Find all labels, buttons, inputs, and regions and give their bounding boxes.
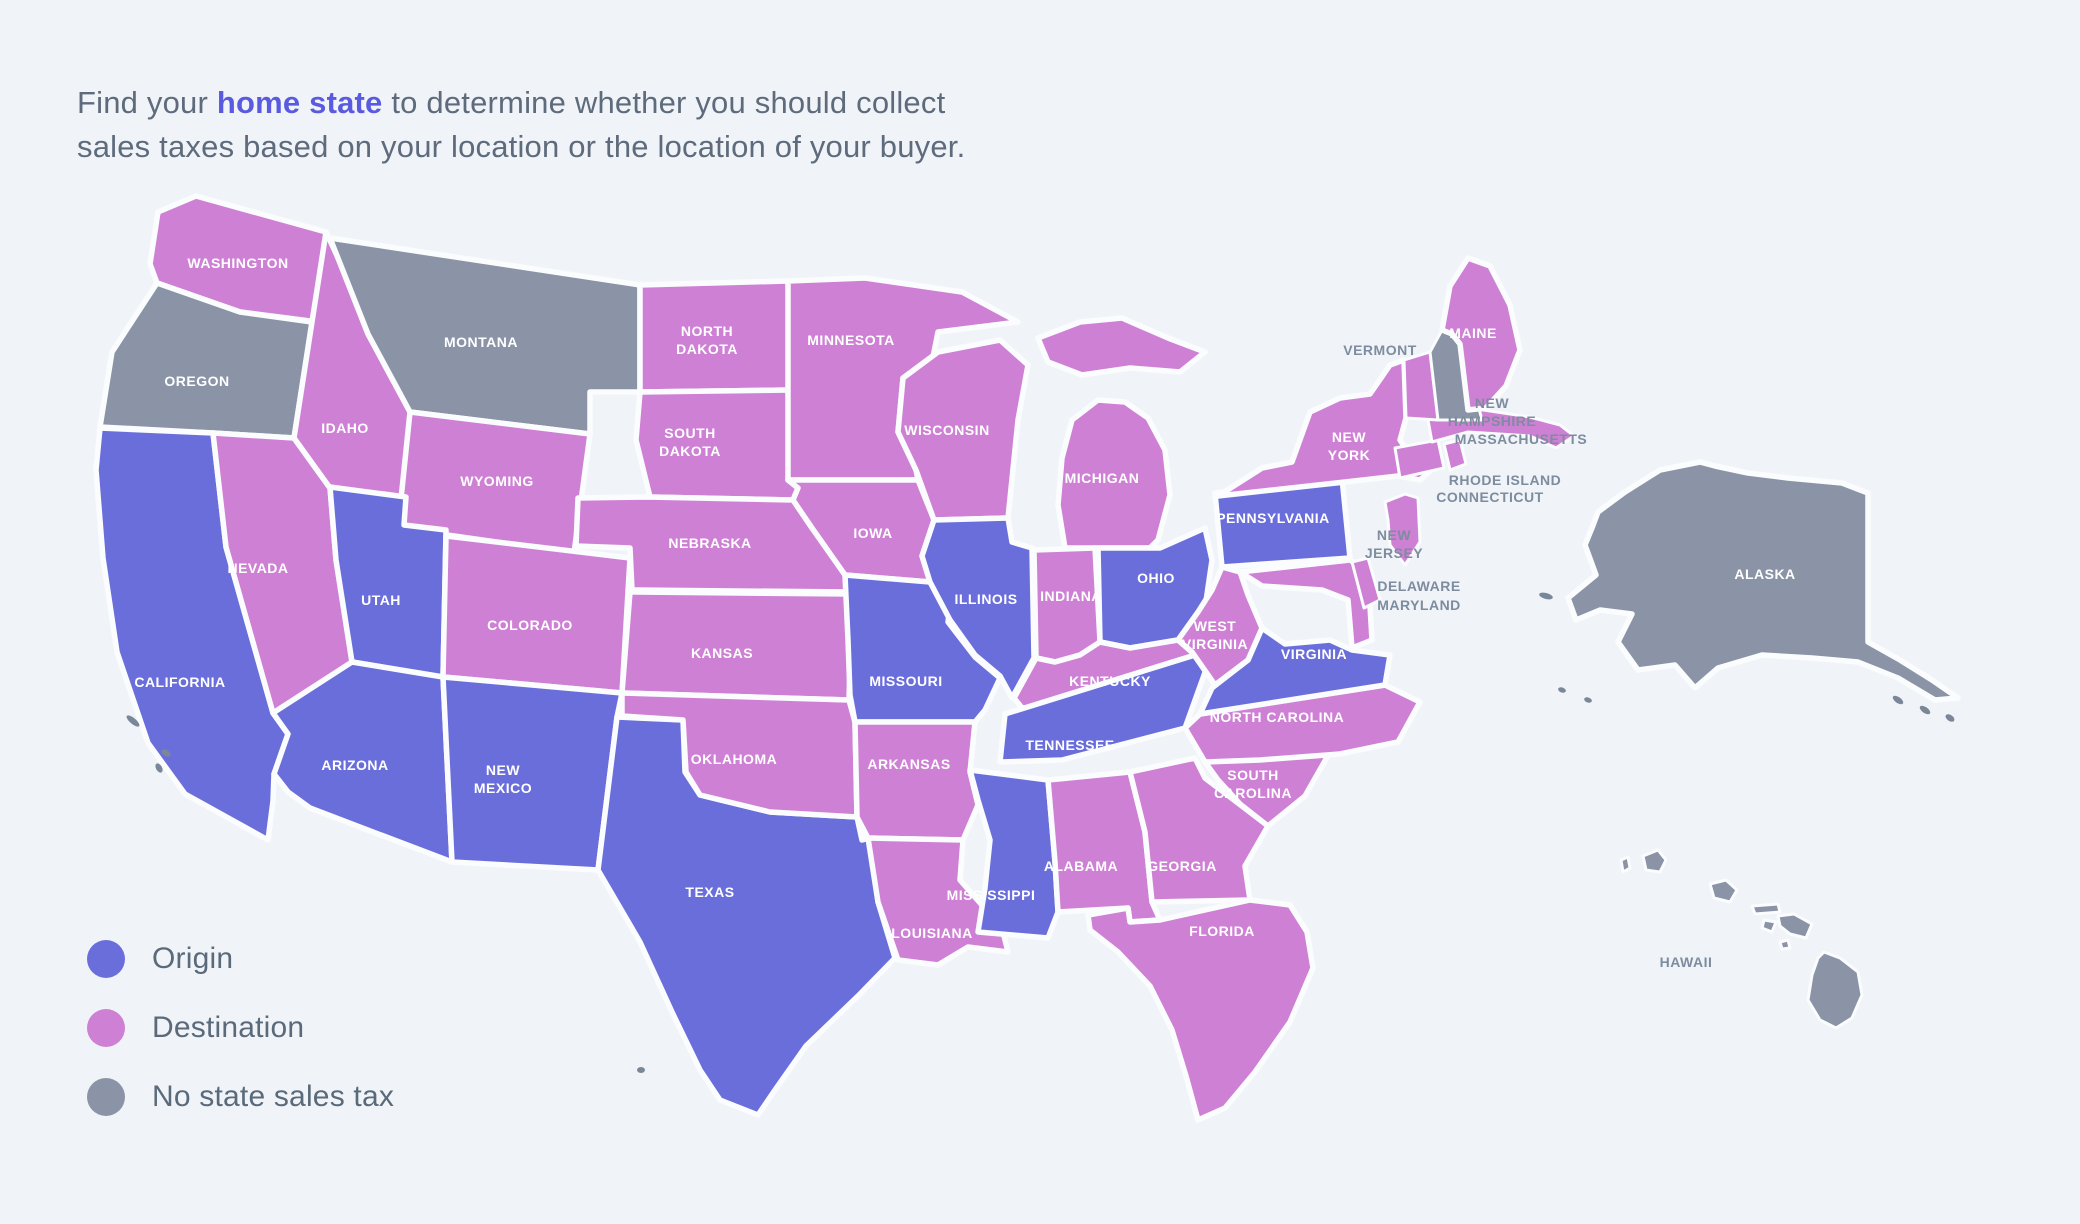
- state-mi[interactable]: [1035, 315, 1208, 551]
- state-ms[interactable]: [967, 767, 1061, 941]
- state-label-md: MARYLAND: [1377, 597, 1461, 613]
- legend-label-no-sales-tax: No state sales tax: [152, 1080, 395, 1113]
- state-wv[interactable]: [1175, 564, 1265, 688]
- state-label-vt: VERMONT: [1343, 342, 1417, 358]
- intro-text: Find your home state to determine whethe…: [77, 81, 1037, 169]
- state-label-de: DELAWARE: [1377, 578, 1460, 594]
- state-sd[interactable]: [633, 387, 801, 503]
- state-in[interactable]: [1031, 545, 1103, 665]
- state-nj[interactable]: [1383, 492, 1422, 567]
- legend-label-origin: Origin: [152, 942, 234, 975]
- legend-label-destination: Destination: [152, 1011, 305, 1044]
- state-ga[interactable]: [1127, 755, 1271, 905]
- intro-highlight-home-state: home state: [216, 85, 383, 120]
- intro-prefix: Find your: [77, 85, 217, 120]
- state-fl[interactable]: [1085, 897, 1316, 1123]
- state-hi[interactable]: [1619, 848, 1864, 1030]
- legend: Origin Destination No state sales tax: [87, 940, 394, 1116]
- legend-row-no-sales-tax: No state sales tax: [87, 1078, 394, 1116]
- state-label-hi: HAWAII: [1660, 954, 1713, 970]
- state-nd[interactable]: [637, 278, 795, 395]
- state-nc[interactable]: [1182, 682, 1423, 765]
- origin-color-dot-icon: [87, 940, 125, 978]
- small-islands: [126, 592, 1955, 1073]
- state-ct[interactable]: [1393, 438, 1446, 480]
- state-nm[interactable]: [440, 674, 625, 873]
- state-la[interactable]: [865, 835, 1011, 968]
- state-me[interactable]: [1439, 255, 1523, 413]
- no-sales-tax-color-dot-icon: [87, 1078, 125, 1116]
- state-co[interactable]: [440, 533, 633, 696]
- intro-suffix: to determine whether you should collect: [382, 85, 946, 120]
- intro-line2: sales taxes based on your location or th…: [77, 129, 966, 164]
- state-il[interactable]: [919, 515, 1037, 701]
- state-ar[interactable]: [852, 719, 981, 843]
- legend-row-destination: Destination: [87, 1009, 394, 1047]
- state-de[interactable]: [1350, 556, 1382, 610]
- state-label-ri: RHODE ISLAND: [1449, 472, 1562, 488]
- state-ri[interactable]: [1442, 438, 1468, 472]
- destination-color-dot-icon: [87, 1009, 125, 1047]
- state-label-ct: CONNECTICUT: [1436, 489, 1543, 505]
- legend-row-origin: Origin: [87, 940, 394, 978]
- state-ks[interactable]: [619, 589, 855, 703]
- state-ak[interactable]: [1565, 459, 1961, 703]
- state-wi[interactable]: [895, 337, 1031, 523]
